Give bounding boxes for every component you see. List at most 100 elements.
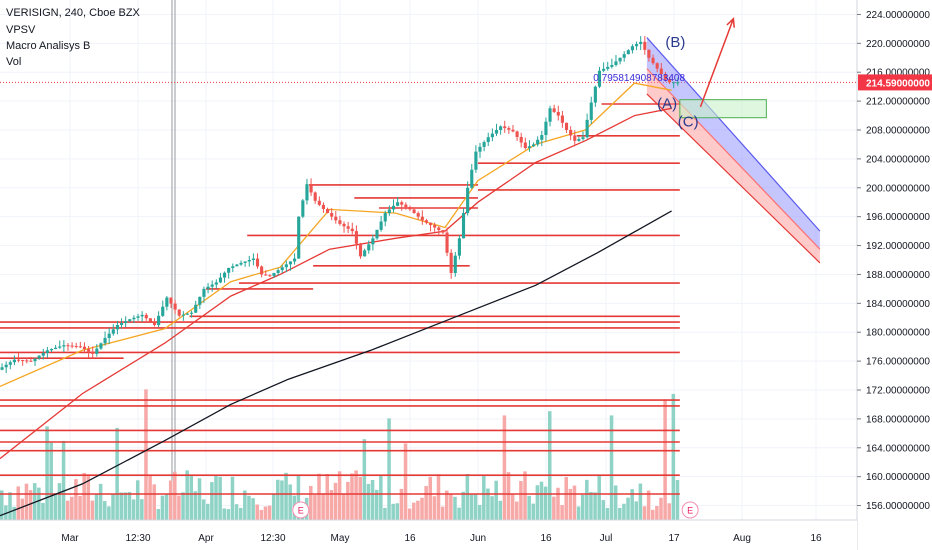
volume-bar (346, 481, 350, 520)
volume-bar (243, 490, 247, 520)
candle-body (231, 266, 235, 268)
wave-label-2[interactable]: (C) (678, 113, 699, 130)
volume-bar (613, 485, 618, 520)
volume-bar (399, 488, 404, 520)
x-tick-label-3: 12:30 (260, 533, 285, 544)
candle-body (91, 351, 95, 354)
candle-body (573, 135, 577, 141)
candle-body (346, 226, 350, 229)
volume-bar (28, 490, 33, 520)
y-tick-label-13: 172.00000000 (866, 386, 930, 397)
volume-bar (255, 504, 259, 520)
volume-bar (65, 500, 70, 520)
candle-body (400, 202, 404, 205)
volume-bar (177, 495, 181, 520)
candle-body (321, 204, 326, 209)
volume-bar (609, 415, 614, 520)
candle-body (37, 355, 41, 359)
indicator-vpsv[interactable]: VPSV (6, 24, 36, 36)
volume-bar (453, 496, 457, 520)
symbol-title[interactable]: VERISIGN, 240, Cboe BZX (6, 7, 140, 19)
volume-bar (37, 487, 41, 520)
candle-body (132, 317, 136, 320)
candle-body (210, 284, 214, 287)
candle-body (391, 205, 396, 210)
volume-bar (271, 493, 276, 520)
volume-bar (321, 493, 325, 520)
last-price-tag (858, 74, 932, 91)
x-tick-label-1: 12:30 (125, 533, 150, 544)
volume-bar (140, 499, 144, 520)
candle-body (659, 68, 663, 75)
indicator-vol[interactable]: Vol (6, 56, 22, 68)
volume-bar (41, 502, 45, 520)
projection-arrow[interactable] (699, 18, 735, 108)
volume-bar (317, 473, 321, 520)
volume-bar (502, 415, 507, 520)
fib-ratio-label[interactable]: 0.795814908783408 (593, 73, 685, 84)
volume-bar (444, 490, 449, 520)
volume-bar (391, 503, 395, 520)
candle-body (354, 231, 358, 244)
volume-bar (247, 495, 251, 520)
candle-body (499, 126, 503, 130)
volume-bar (539, 481, 544, 520)
volume-bar (197, 478, 202, 520)
volume-bar (74, 479, 78, 520)
y-tick-label-6: 200.00000000 (866, 183, 930, 194)
y-tick-label-10: 184.00000000 (866, 299, 930, 310)
channel-middle-line[interactable] (646, 68, 821, 250)
indicator-macro-analisys[interactable]: Macro Analisys B (6, 40, 91, 52)
candle-body (218, 277, 222, 283)
candle-body (342, 223, 346, 227)
candle-body (676, 82, 680, 84)
earnings-marker-label-1: E (687, 506, 693, 516)
volume-bar (523, 471, 527, 520)
candle-body (544, 121, 548, 136)
volume-bar (585, 479, 589, 520)
volume-bar (416, 500, 420, 520)
volume-bar (325, 474, 330, 520)
wave-label-0[interactable]: (B) (665, 34, 685, 51)
volume-bar (597, 474, 601, 520)
time-axis-panel[interactable] (0, 520, 857, 550)
volume-bar (515, 501, 519, 520)
volume-bar (284, 472, 288, 520)
candle-body (247, 260, 251, 262)
volume-bar (618, 507, 622, 520)
annotations[interactable]: (B) (A)(C) 0.795814908783408 E E (292, 17, 767, 519)
volume-bar (634, 501, 639, 520)
volume-bar (222, 508, 227, 520)
x-tick-label-5: 16 (404, 533, 416, 544)
candle-body (87, 349, 91, 352)
earnings-marker-1[interactable] (681, 501, 699, 519)
candle-body (453, 255, 457, 273)
channel-upper-line[interactable] (646, 37, 821, 232)
wave-label-1[interactable]: (A) (657, 95, 677, 112)
candle-body (494, 130, 499, 134)
price-axis-panel[interactable] (857, 0, 932, 550)
volume-bar (152, 484, 156, 520)
volume-bar (659, 497, 663, 520)
volume-bar (436, 474, 441, 520)
y-tick-label-15: 164.00000000 (866, 443, 930, 454)
x-tick-label-9: 17 (668, 533, 680, 544)
volume-bar (251, 498, 255, 520)
candle-body (157, 315, 161, 325)
candle-body (185, 313, 190, 315)
channel-lower-line[interactable] (646, 93, 821, 264)
volume-bar (354, 470, 358, 520)
volume-bar (160, 495, 165, 520)
candle-body (614, 61, 618, 65)
volume-bar (148, 475, 152, 520)
candle-body (161, 306, 165, 316)
volume-bar (650, 509, 655, 520)
candle-body (198, 296, 202, 305)
earnings-marker-0[interactable] (292, 501, 310, 519)
candle-body (433, 225, 437, 228)
y-tick-label-7: 196.00000000 (866, 212, 930, 223)
volume-bar (556, 487, 560, 520)
candle-body (190, 312, 194, 314)
